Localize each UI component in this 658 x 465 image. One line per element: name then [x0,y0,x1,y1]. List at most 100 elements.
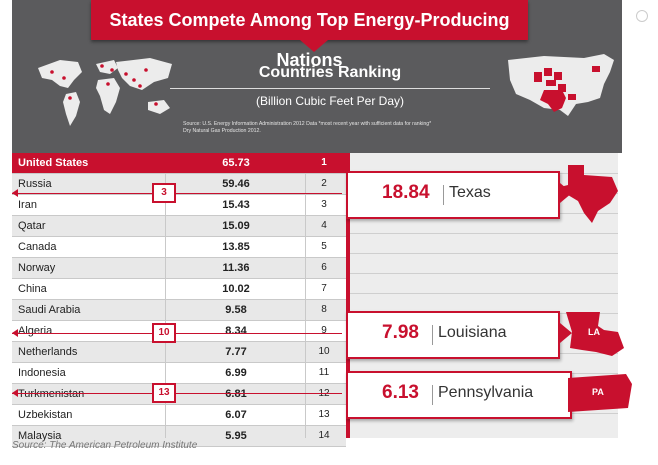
rank-cell: 14 [318,430,330,441]
state-callout: 7.98 Louisiana [346,311,560,359]
table-row: Saudi Arabia 9.58 8 [12,300,346,321]
data-source-note: Source: U.S. Energy Information Administ… [183,121,503,135]
data-source-line-2: Dry Natural Gas Production 2012. [183,128,261,134]
country-cell: Algeria [18,325,53,337]
state-value: 6.13 [382,382,419,403]
value-cell: 10.02 [222,283,250,295]
ranking-title-divider [170,88,490,89]
rank-insertion-line [12,333,342,334]
rank-cell: 13 [318,409,330,420]
state-name: Louisiana [438,324,507,341]
country-cell: Netherlands [18,346,78,358]
table-row: Russia 59.46 2 [12,174,346,195]
country-cell: Russia [18,178,52,190]
table-row: Netherlands 7.77 10 [12,342,346,363]
rank-cell: 9 [321,325,327,336]
state-name: Pennsylvania [438,384,534,401]
table-row: China 10.02 7 [12,279,346,300]
table-row: Canada 13.85 5 [12,237,346,258]
country-cell: United States [18,157,89,169]
inserted-rank-badge: 3 [152,183,176,203]
value-cell: 11.36 [222,262,250,274]
pin-icon[interactable] [636,10,648,22]
country-cell: Indonesia [18,367,66,379]
pennsylvania-state-icon [568,374,632,412]
value-cell: 15.09 [222,220,250,232]
rank-cell: 2 [321,178,327,189]
table-row: Indonesia 6.99 11 [12,363,346,384]
state-callout: 6.13 Pennsylvania [346,371,572,419]
panel-row-line [350,293,618,294]
rank-cell: 8 [321,304,327,315]
rank-cell: 3 [321,199,327,210]
table-row: Uzbekistan 6.07 13 [12,405,346,426]
country-cell: Norway [18,262,56,274]
ranking-table: United States 65.73 1 Russia 59.46 2 Iran 15.43… [12,153,346,447]
country-cell: Iran [18,199,37,211]
value-cell: 6.99 [225,367,247,379]
state-name: Texas [449,184,491,201]
country-cell: China [18,283,47,295]
value-cell: 6.07 [225,409,247,421]
value-cell: 65.73 [222,157,250,169]
rank-cell: 6 [321,262,327,273]
state-callout: 18.84 Texas [346,171,560,219]
rank-cell: 5 [321,241,327,252]
panel-row-line [350,273,618,274]
louisiana-state-icon [566,312,624,356]
rank-cell: 4 [321,220,327,231]
table-row: Algeria 8.34 9 [12,321,346,342]
state-abbreviation: PA [592,387,604,397]
us-map-icon [508,54,614,116]
inserted-rank-badge: 13 [152,383,176,403]
country-cell: Malaysia [18,430,62,442]
country-cell: Canada [18,241,57,253]
value-cell: 13.85 [222,241,250,253]
country-cell: Qatar [18,220,46,232]
country-cell: Saudi Arabia [18,304,81,316]
value-cell: 9.58 [225,304,247,316]
table-row: United States 65.73 1 [12,153,346,174]
rank-cell: 11 [318,367,330,378]
rank-cell: 7 [321,283,327,294]
value-cell: 8.34 [225,325,247,337]
inserted-rank-badge: 10 [152,323,176,343]
callout-arrow-icon [560,323,572,343]
title-notch [300,40,328,52]
data-source-line-1: Source: U.S. Energy Information Administ… [183,121,432,127]
arrow-left-icon [12,329,18,337]
value-cell: 59.46 [222,178,250,190]
country-cell: Uzbekistan [18,409,73,421]
rank-cell: 10 [318,346,330,357]
value-cell: 15.43 [222,199,250,211]
state-value: 18.84 [382,182,430,203]
value-cell: 5.95 [225,430,247,442]
arrow-left-icon [12,189,18,197]
ranking-unit: (Billion Cubic Feet Per Day) [255,94,405,108]
callout-separator [432,385,433,405]
table-column-divider [305,173,306,438]
texas-state-icon [560,165,618,223]
table-row: Iran 15.43 3 [12,195,346,216]
value-cell: 7.77 [225,346,247,358]
table-column-divider [165,173,166,438]
table-row: Norway 11.36 6 [12,258,346,279]
ranking-title: Countries Ranking [258,64,402,81]
rank-insertion-line [12,393,342,394]
table-row: Qatar 15.09 4 [12,216,346,237]
panel-row-line [350,233,618,234]
state-value: 7.98 [382,322,419,343]
callout-separator [443,185,444,205]
table-row: Malaysia 5.95 14 [12,426,346,447]
world-map-icon [38,58,172,126]
state-abbreviation: LA [588,327,600,337]
rank-insertion-line [12,193,342,194]
panel-row-line [350,253,618,254]
infographic-title: States Compete Among Top Energy-Producin… [91,0,528,70]
country-cell: Turkmenistan [18,388,85,400]
callout-separator [432,325,433,345]
rank-cell: 1 [321,157,327,168]
source-caption: Source: The American Petroleum Institute [12,440,198,451]
